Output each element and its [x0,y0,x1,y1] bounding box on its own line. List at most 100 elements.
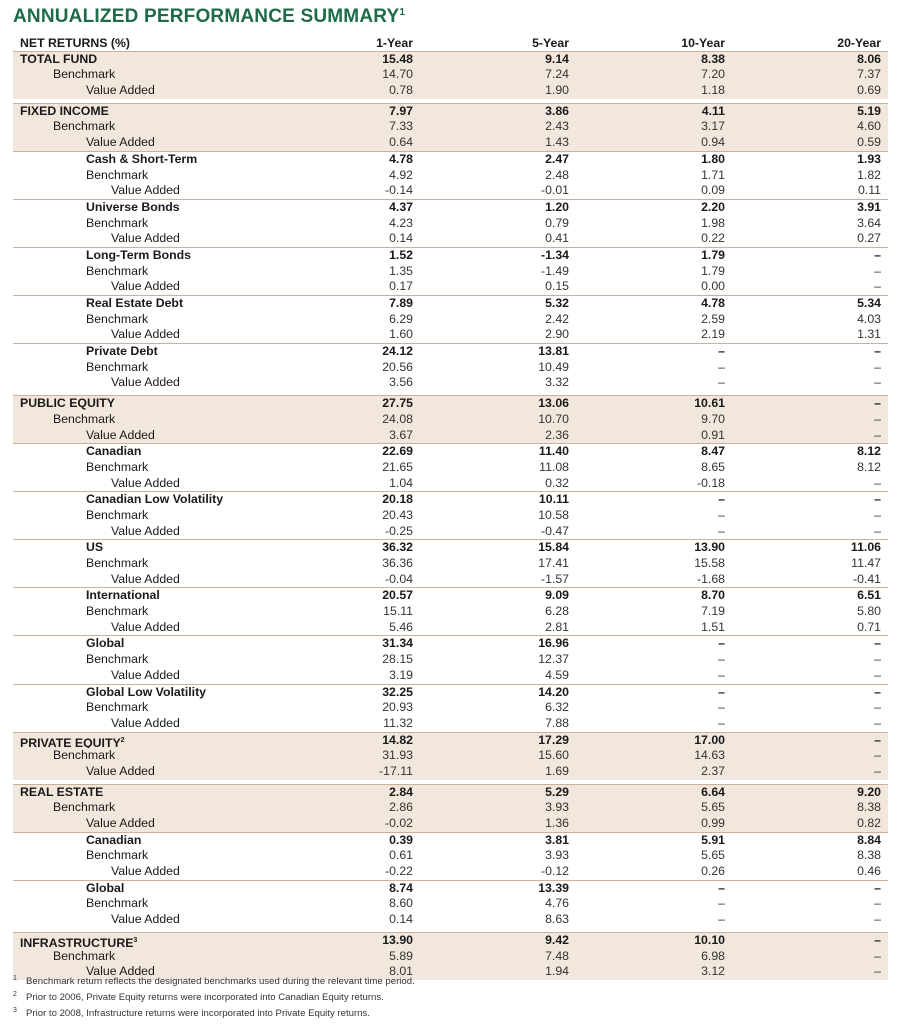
row-label-text: International [86,588,160,603]
row-label-text: Canadian [86,444,142,459]
value-20-year: – [874,411,881,426]
value-20-year: – [874,359,881,374]
value-5-year: 10.49 [538,359,569,374]
value-5-year: 10.11 [538,492,569,507]
value-5-year: -1.34 [540,247,569,262]
value-10-year: – [718,652,725,667]
row-label-text: PRIVATE EQUITY [20,735,121,750]
value-20-year: 9.20 [857,784,881,799]
value-1-year: 4.78 [389,151,413,166]
row-label-text: Value Added [111,571,180,586]
value-5-year: 15.60 [538,748,569,763]
value-1-year: 8.60 [389,896,413,911]
value-5-year: 11.08 [539,459,569,474]
table-row: Value Added -0.22 -0.12 0.26 0.46 [13,864,888,880]
row-label-text: Benchmark [86,311,149,326]
value-5-year: 13.39 [538,880,569,895]
value-20-year: – [874,912,881,927]
row-label: Value Added [111,524,180,540]
table-row: Value Added 0.14 8.63 – – [13,912,888,928]
value-10-year: 10.61 [694,396,725,411]
value-20-year: 5.19 [857,103,881,118]
value-1-year: 0.14 [389,912,413,927]
value-10-year: – [718,896,725,911]
row-label-text: Value Added [111,327,180,342]
value-20-year: – [874,684,881,699]
table-row: Value Added -0.14 -0.01 0.09 0.11 [13,183,888,199]
row-label: Benchmark [53,949,115,965]
value-1-year: 1.60 [389,327,413,342]
subsection-row: International 20.57 9.09 8.70 6.51 [13,587,888,604]
row-label: PRIVATE EQUITY2 [20,733,125,752]
value-10-year: 8.65 [701,459,725,474]
value-10-year: -0.18 [696,475,725,490]
value-20-year: – [874,279,881,294]
header-1-year: 1-Year [376,36,413,50]
table-row: Value Added 0.17 0.15 0.00 – [13,279,888,295]
value-20-year: 4.60 [857,119,881,134]
value-20-year: – [874,652,881,667]
footnote-marker: 3 [133,936,138,944]
table-row: Value Added 8.01 1.94 3.12 – [13,964,888,980]
row-label: Value Added [111,183,180,199]
value-5-year: 2.48 [545,167,569,182]
row-label: Value Added [111,476,180,492]
value-1-year: 11.32 [383,715,413,730]
row-label-text: Benchmark [86,556,149,570]
header-label: NET RETURNS (%) [20,36,130,50]
value-20-year: 5.80 [857,604,881,619]
value-5-year: 7.48 [545,948,569,963]
page-title: ANNUALIZED PERFORMANCE SUMMARY1 [13,6,405,28]
value-5-year: 13.06 [538,396,569,411]
value-5-year: 11.40 [538,444,569,459]
table-row: Value Added 11.32 7.88 – – [13,716,888,732]
value-10-year: 7.19 [701,604,725,619]
value-5-year: 3.93 [545,848,569,863]
value-20-year: – [874,263,881,278]
row-label: Benchmark [86,460,148,476]
table-row: Value Added 0.14 0.41 0.22 0.27 [13,231,888,247]
value-10-year: 14.63 [694,748,725,763]
table-row: Benchmark 15.11 6.28 7.19 5.80 [13,604,888,620]
value-5-year: 2.90 [545,327,569,342]
value-20-year: 8.38 [857,848,881,863]
row-label: FIXED INCOME [20,104,109,120]
row-label: Benchmark [86,700,148,716]
section-row: FIXED INCOME 7.97 3.86 4.11 5.19 [13,102,888,120]
subsection-row: Cash & Short-Term 4.78 2.47 1.80 1.93 [13,150,888,168]
value-5-year: 2.36 [545,427,569,442]
value-1-year: 4.92 [389,167,413,182]
value-20-year: 1.82 [857,167,881,182]
value-10-year: 0.26 [701,864,725,879]
row-label-text: Benchmark [86,215,149,230]
row-label-text: Value Added [86,135,155,150]
row-label-text: Long-Term Bonds [86,247,191,262]
value-1-year: 8.74 [389,880,413,895]
row-label: Value Added [111,912,180,928]
section-row: PUBLIC EQUITY 27.75 13.06 10.61 – [13,395,888,412]
value-10-year: 13.90 [694,540,725,555]
value-5-year: -1.49 [540,263,569,278]
footnote-2: 2 Prior to 2006, Private Equity returns w… [13,990,415,1006]
row-label: Value Added [111,620,180,636]
value-10-year: 2.37 [701,763,725,778]
value-20-year: 5.34 [857,296,881,310]
row-label: Long-Term Bonds [86,248,191,264]
table-row: Value Added -0.04 -1.57 -1.68 -0.41 [13,572,888,588]
row-label: INFRASTRUCTURE3 [20,933,137,952]
value-10-year: 1.79 [701,247,725,262]
value-20-year: 8.12 [857,444,881,459]
value-1-year: 1.35 [389,263,413,278]
subsection-row: Global Low Volatility 32.25 14.20 – – [13,683,888,701]
value-5-year: 9.14 [545,51,569,66]
row-label: Benchmark [86,360,148,376]
row-label-text: Benchmark [53,67,116,82]
value-10-year: – [718,507,725,522]
table-row: Value Added 5.46 2.81 1.51 0.71 [13,620,888,636]
row-label: Benchmark [86,168,148,184]
value-20-year: 6.51 [857,588,881,603]
value-5-year: 17.41 [538,556,569,570]
row-label-text: Global [86,880,125,895]
value-20-year: – [874,732,881,747]
value-5-year: 1.94 [545,964,569,979]
